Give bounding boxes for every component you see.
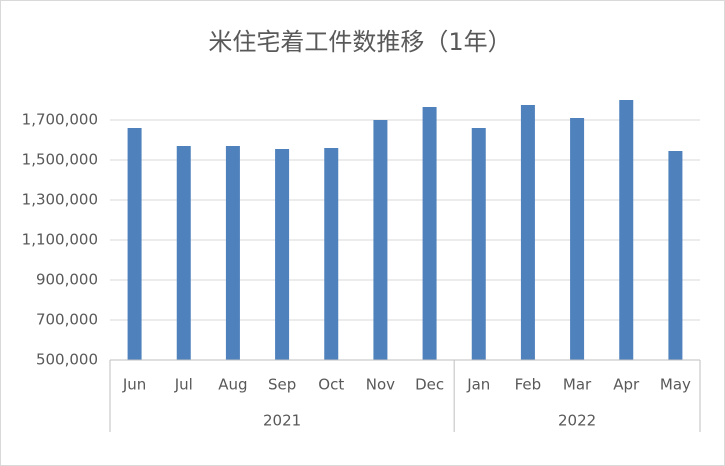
- x-tick-label: Dec: [415, 376, 444, 394]
- group-label: 2022: [558, 412, 596, 430]
- bar: [520, 105, 535, 360]
- bar: [225, 146, 240, 360]
- bar: [324, 148, 339, 360]
- y-tick-label: 1,700,000: [22, 111, 98, 129]
- bar: [570, 118, 585, 360]
- x-tick-label: Jan: [466, 376, 490, 394]
- x-tick-label: Jun: [122, 376, 146, 394]
- x-tick-label: May: [660, 376, 691, 394]
- group-label: 2021: [263, 412, 301, 430]
- y-tick-label: 1,500,000: [22, 151, 98, 169]
- y-tick-label: 900,000: [36, 271, 98, 289]
- bar: [275, 149, 290, 360]
- y-tick-label: 1,100,000: [22, 231, 98, 249]
- bar: [127, 128, 142, 360]
- bar: [668, 151, 683, 360]
- x-tick-label: Sep: [268, 376, 296, 394]
- y-tick-label: 1,300,000: [22, 191, 98, 209]
- x-tick-label: Apr: [613, 376, 640, 394]
- chart-title: 米住宅着工件数推移（1年）: [208, 28, 511, 56]
- bar: [422, 107, 437, 360]
- x-tick-label: Jul: [174, 376, 193, 394]
- x-tick-label: Mar: [563, 376, 592, 394]
- x-tick-label: Oct: [318, 376, 344, 394]
- x-tick-label: Nov: [366, 376, 395, 394]
- bar: [176, 146, 191, 360]
- bar: [373, 120, 388, 360]
- x-tick-label: Aug: [218, 376, 247, 394]
- bar: [471, 128, 486, 360]
- y-tick-label: 500,000: [36, 351, 98, 369]
- bar: [619, 100, 634, 360]
- y-tick-label: 700,000: [36, 311, 98, 329]
- x-tick-label: Feb: [515, 376, 542, 394]
